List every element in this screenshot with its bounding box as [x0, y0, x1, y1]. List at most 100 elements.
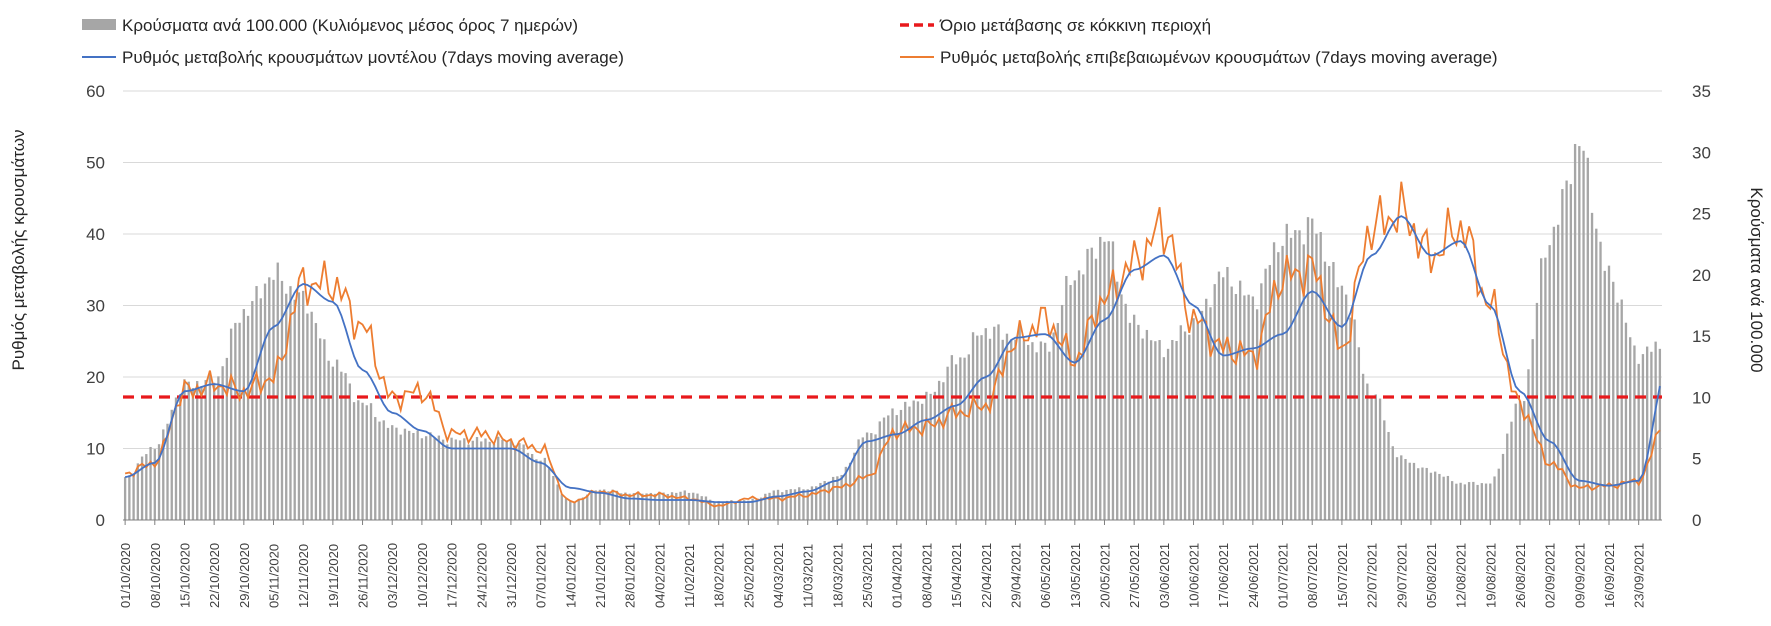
- y-tick-label-left: 30: [86, 297, 105, 316]
- bar-cases: [1552, 226, 1556, 520]
- bar-cases: [1052, 332, 1055, 520]
- bar-cases: [649, 492, 653, 520]
- bar-cases: [357, 400, 360, 520]
- bar-cases: [1039, 341, 1043, 520]
- bar-cases: [696, 493, 699, 520]
- x-tick-label: 02/09/2021: [1543, 543, 1558, 608]
- bar-cases: [1612, 281, 1615, 520]
- bar-cases: [1540, 258, 1543, 520]
- x-tick-label: 16/09/2021: [1602, 543, 1617, 608]
- bar-cases: [912, 400, 915, 520]
- bar-cases: [840, 474, 843, 520]
- bar-cases: [1349, 317, 1352, 520]
- bar-cases: [514, 445, 517, 520]
- bar-cases: [564, 498, 568, 520]
- bar-cases: [1060, 304, 1064, 520]
- bar-cases: [1306, 217, 1310, 520]
- bar-cases: [1463, 484, 1467, 520]
- bar-cases: [242, 309, 245, 520]
- bar-cases: [785, 489, 788, 520]
- bar-cases: [1196, 322, 1199, 520]
- bar-cases: [509, 439, 513, 520]
- bar-cases: [1582, 150, 1585, 520]
- bar-cases: [170, 409, 173, 520]
- bar-cases: [463, 438, 466, 520]
- x-tick-label: 29/04/2021: [1008, 543, 1023, 608]
- bar-cases: [1645, 346, 1649, 520]
- bar-cases: [480, 441, 483, 520]
- bar-cases: [1183, 331, 1187, 520]
- bar-cases: [870, 433, 873, 520]
- bar-cases: [1336, 287, 1339, 520]
- legend-item-confirmed: Ρυθμός μεταβολής επιβεβαιωμένων κρουσμάτ…: [900, 48, 1498, 67]
- x-tick-label: 08/07/2021: [1305, 543, 1320, 608]
- legend-label: Ρυθμός μεταβολής επιβεβαιωμένων κρουσμάτ…: [940, 48, 1498, 67]
- bar-cases: [1323, 261, 1327, 520]
- bar-cases: [1378, 398, 1382, 520]
- bar-cases: [1595, 228, 1598, 520]
- bar-cases: [1103, 241, 1106, 520]
- x-tick-label: 08/10/2020: [148, 543, 163, 608]
- bar-cases: [255, 286, 258, 520]
- bar-cases: [709, 499, 712, 520]
- bar-cases: [1311, 218, 1314, 520]
- y-axis-title-right: Κρούσματα ανά 100.000: [1747, 187, 1766, 372]
- bar-cases: [1001, 339, 1004, 520]
- y-tick-label-left: 60: [86, 82, 105, 101]
- bar-cases: [547, 467, 551, 520]
- x-tick-label: 19/11/2020: [326, 544, 341, 608]
- bar-cases: [959, 357, 962, 520]
- y-tick-label-right: 10: [1692, 388, 1711, 407]
- bar-cases: [946, 366, 949, 520]
- bar-cases: [645, 493, 648, 520]
- bar-cases: [1264, 268, 1267, 520]
- bar-cases: [993, 326, 996, 520]
- bar-cases: [1480, 483, 1483, 520]
- x-tick-label: 17/12/2020: [445, 543, 460, 608]
- bar-cases: [162, 429, 165, 520]
- bar-cases: [980, 335, 983, 520]
- bar-cases: [1620, 299, 1623, 520]
- bars-cases: [123, 143, 1662, 521]
- legend-label: Όριο μετάβασης σε κόκκινη περιοχή: [939, 16, 1211, 35]
- bar-cases: [899, 409, 903, 520]
- x-tick-label: 10/06/2021: [1187, 543, 1202, 608]
- bar-cases: [1400, 455, 1403, 520]
- x-tick-label: 18/02/2021: [712, 543, 727, 608]
- bar-cases: [1043, 342, 1047, 520]
- bar-cases: [573, 501, 576, 520]
- y-tick-label-left: 50: [86, 154, 105, 173]
- bar-cases: [1243, 295, 1246, 520]
- bar-cases: [204, 380, 207, 520]
- bar-cases: [331, 366, 335, 520]
- bar-cases: [552, 476, 555, 520]
- bar-cases: [488, 441, 491, 520]
- x-tick-label: 01/04/2021: [890, 543, 905, 608]
- x-tick-label: 01/10/2020: [118, 543, 133, 608]
- bar-cases: [755, 498, 758, 520]
- bar-cases: [1031, 342, 1034, 520]
- legend-item-threshold: Όριο μετάβασης σε κόκκινη περιοχή: [900, 16, 1211, 35]
- bar-cases: [1523, 401, 1526, 520]
- bar-cases: [747, 500, 750, 520]
- bar-cases: [225, 357, 229, 520]
- bar-cases: [1056, 323, 1060, 520]
- bar-cases: [1018, 325, 1021, 520]
- bar-cases: [140, 456, 144, 520]
- bar-cases: [1506, 433, 1509, 520]
- bar-cases: [1251, 296, 1255, 520]
- bar-cases: [1599, 241, 1602, 520]
- bar-cases: [344, 373, 347, 520]
- bar-cases: [1578, 146, 1581, 520]
- bar-cases: [395, 427, 398, 520]
- bar-cases: [997, 324, 1000, 520]
- x-tick-label: 09/09/2021: [1572, 543, 1587, 608]
- bar-cases: [1073, 280, 1076, 520]
- bar-cases: [1179, 325, 1182, 520]
- bar-cases: [157, 444, 161, 520]
- bar-cases: [1294, 230, 1297, 521]
- x-tick-label: 05/08/2021: [1424, 543, 1439, 608]
- bar-cases: [1298, 230, 1301, 520]
- y-tick-label-right: 35: [1692, 82, 1711, 101]
- bar-cases: [1624, 322, 1628, 520]
